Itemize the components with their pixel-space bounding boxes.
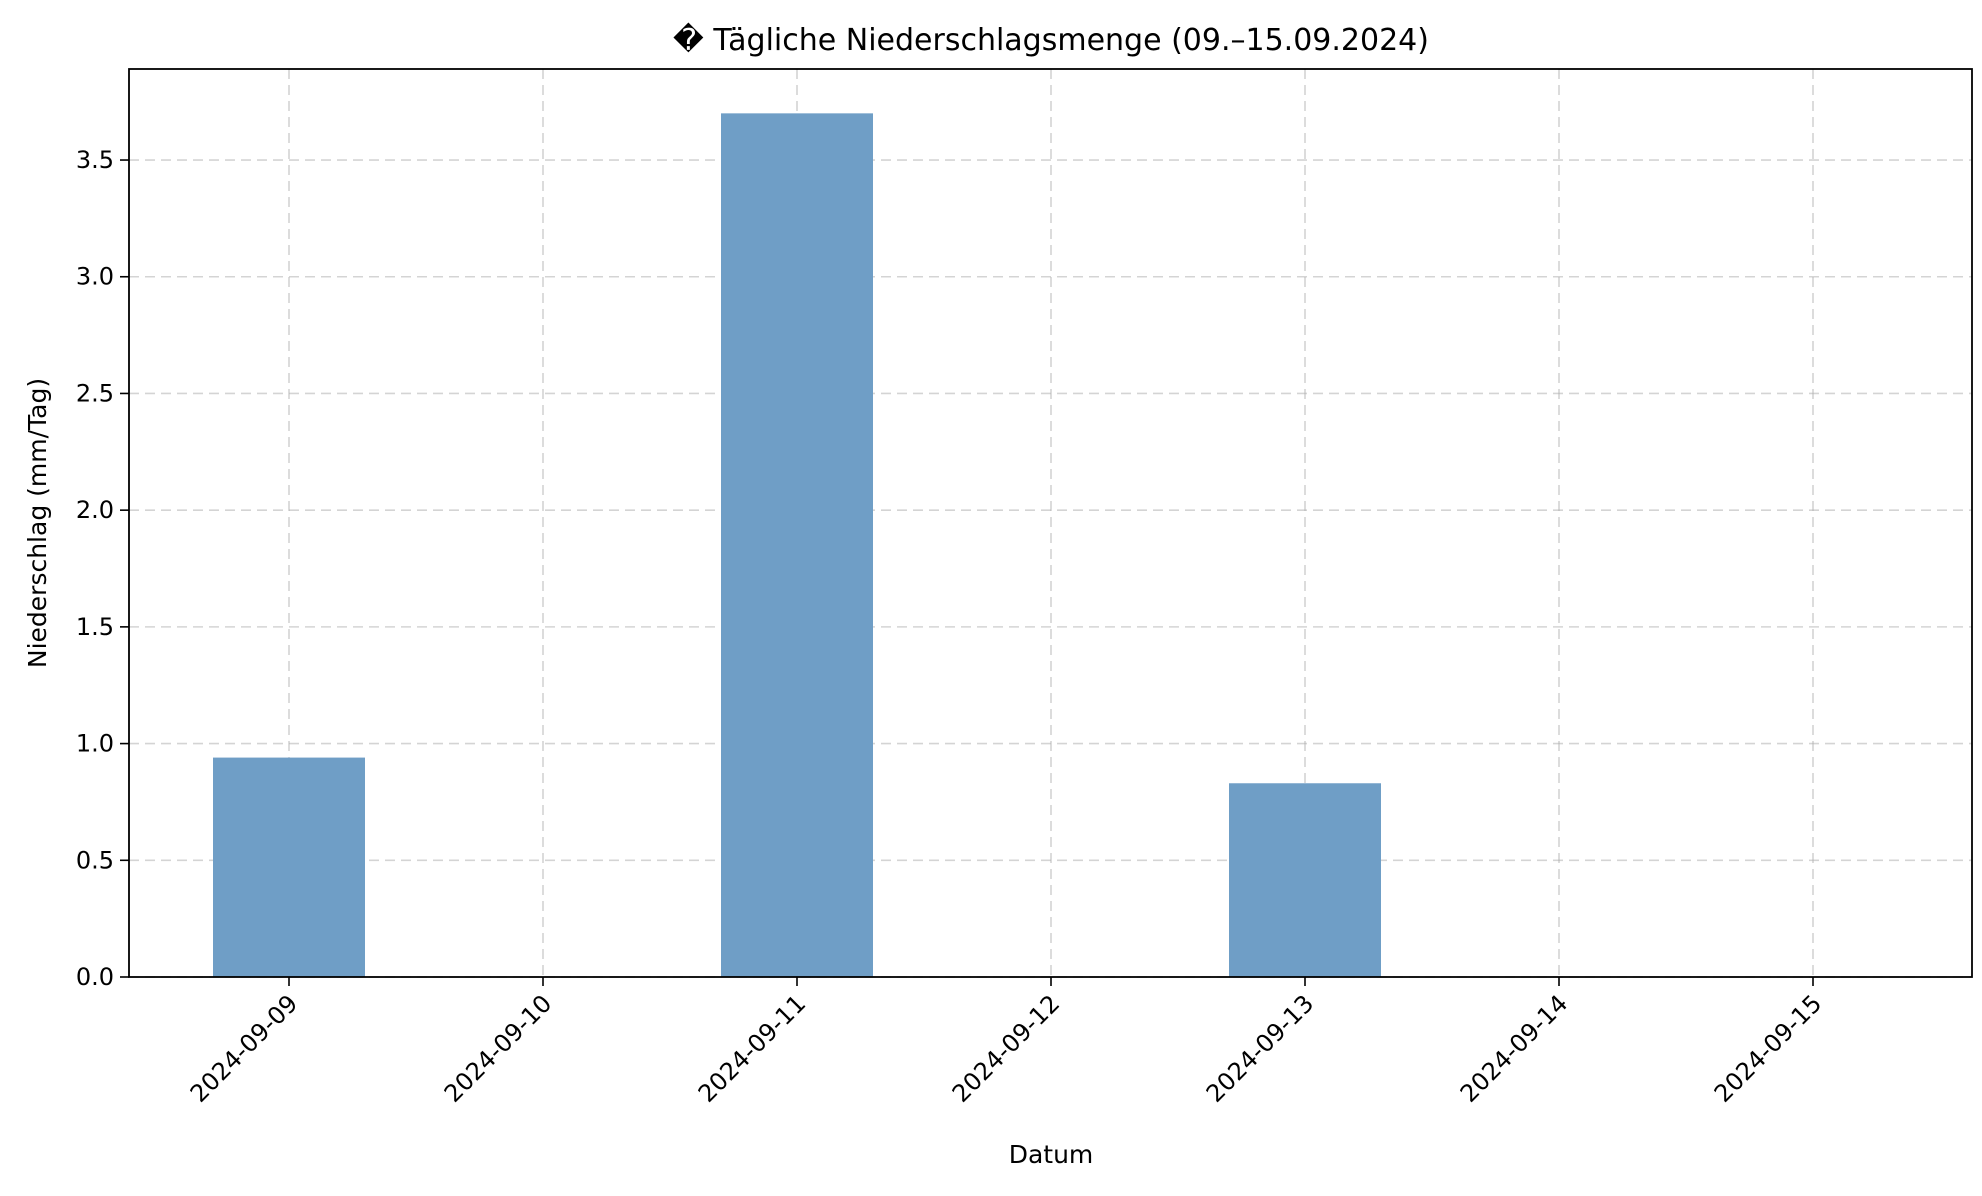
y-tick-label: 0.5: [76, 846, 114, 874]
y-axis-label: Niederschlag (mm/Tag): [23, 378, 52, 668]
bar-layer: [213, 113, 1381, 978]
bar-2024-09-11: [721, 113, 873, 978]
bar-2024-09-13: [1229, 783, 1381, 977]
y-tick-label: 2.0: [76, 496, 114, 524]
chart-title: � Tägliche Niederschlagsmenge (09.–15.09…: [673, 22, 1429, 58]
bar-2024-09-09: [213, 757, 365, 977]
y-tick-label: 1.5: [76, 613, 114, 641]
y-tick-label: 1.0: [76, 730, 114, 758]
y-tick-label: 3.5: [76, 146, 114, 174]
y-tick-label: 3.0: [76, 263, 114, 291]
y-axis-ticks: 0.0 0.5 1.0 1.5 2.0 2.5 3.0 3.5: [76, 146, 129, 991]
y-tick-label: 2.5: [76, 379, 114, 407]
plot-area-frame: [128, 68, 1973, 978]
x-axis-label: Datum: [1009, 1140, 1094, 1169]
y-tick-label: 0.0: [76, 963, 114, 991]
